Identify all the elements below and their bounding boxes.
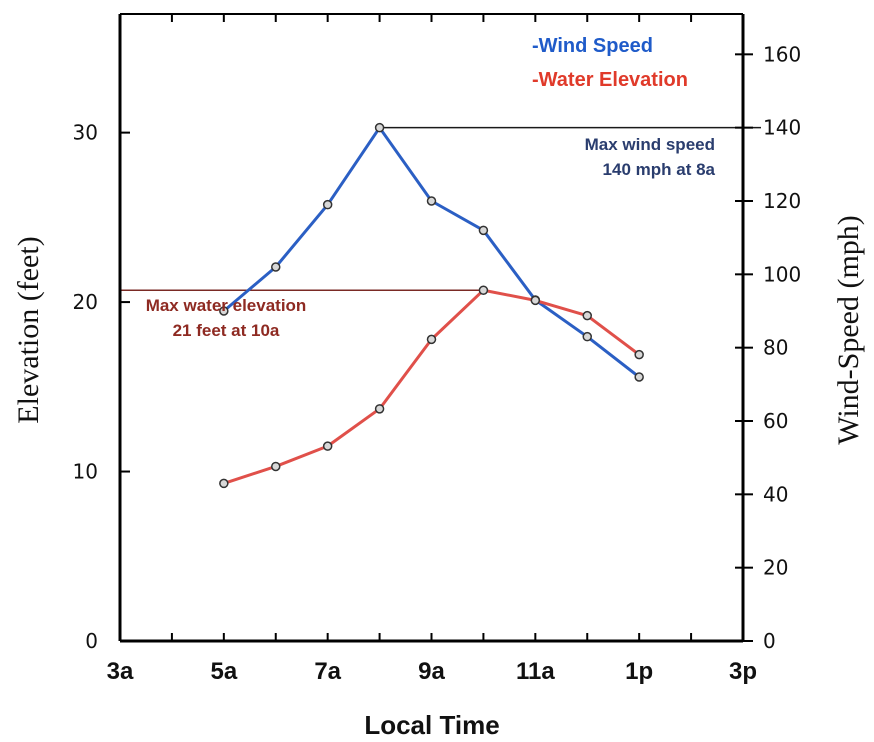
y-left-tick-label: 10: [73, 460, 98, 484]
x-tick-label: 3a: [107, 658, 134, 685]
data-point-water-elevation: [530, 295, 541, 306]
x-tick-label: 11a: [516, 658, 555, 685]
annotation-max-water-line1: Max water elevation: [146, 296, 307, 315]
y-axis-title-left: Elevation (feet): [12, 236, 45, 423]
y-left-tick-label: 30: [73, 121, 98, 145]
data-point-water-elevation: [271, 461, 281, 472]
legend-water-elevation: -Water Elevation: [532, 69, 688, 91]
data-point-water-elevation: [219, 478, 229, 489]
annotation-max-wind-line2: 140 mph at 8a: [603, 160, 716, 179]
data-point-wind-speed: [426, 196, 437, 206]
data-point-wind-speed: [271, 262, 281, 272]
y-right-tick-label: 100: [763, 262, 801, 286]
data-point-wind-speed: [374, 122, 385, 133]
annotation-max-wind-line1: Max wind speed: [585, 135, 715, 154]
y-right-tick-label: 140: [763, 116, 801, 140]
y-right-tick-label: 120: [763, 189, 801, 213]
data-point-wind-speed: [322, 199, 333, 210]
series: [219, 122, 644, 489]
axes: 3a 5a 7a 9a 11a 1p 3p0102030020406080100120140…: [73, 13, 801, 685]
series-line-water-elevation: [223, 288, 641, 485]
data-point-wind-speed: [634, 372, 644, 382]
y-left-tick-label: 0: [85, 629, 98, 653]
data-point-wind-speed: [219, 306, 229, 316]
annotation-max-water-line2: 21 feet at 10a: [173, 321, 280, 340]
x-axis-title: Local Time: [364, 710, 499, 740]
y-axis-title-right: Wind-Speed (mph): [832, 215, 865, 445]
data-point-water-elevation: [582, 310, 592, 321]
x-tick-label: 3p: [729, 658, 757, 685]
data-point-water-elevation: [478, 285, 489, 295]
y-right-tick-label: 40: [763, 482, 788, 506]
data-point-wind-speed: [478, 225, 489, 236]
y-right-tick-label: 0: [763, 629, 776, 653]
data-point-water-elevation: [426, 334, 437, 345]
y-right-tick-label: 160: [763, 42, 801, 66]
data-point-water-elevation: [634, 349, 644, 360]
x-tick-label: 1p: [625, 658, 653, 685]
data-point-water-elevation: [322, 441, 333, 451]
data-point-water-elevation: [374, 404, 385, 414]
y-left-tick-label: 20: [73, 290, 98, 314]
y-right-tick-label: 20: [763, 556, 788, 580]
x-tick-label: 5a: [210, 658, 237, 685]
x-tick-label: 7a: [314, 658, 341, 685]
data-point-wind-speed: [582, 331, 592, 342]
y-right-tick-label: 80: [763, 336, 788, 360]
reference-lines: [120, 126, 761, 291]
legend-wind-speed: -Wind Speed: [532, 35, 653, 57]
x-tick-label: 9a: [418, 658, 445, 685]
y-right-tick-label: 60: [763, 409, 788, 433]
